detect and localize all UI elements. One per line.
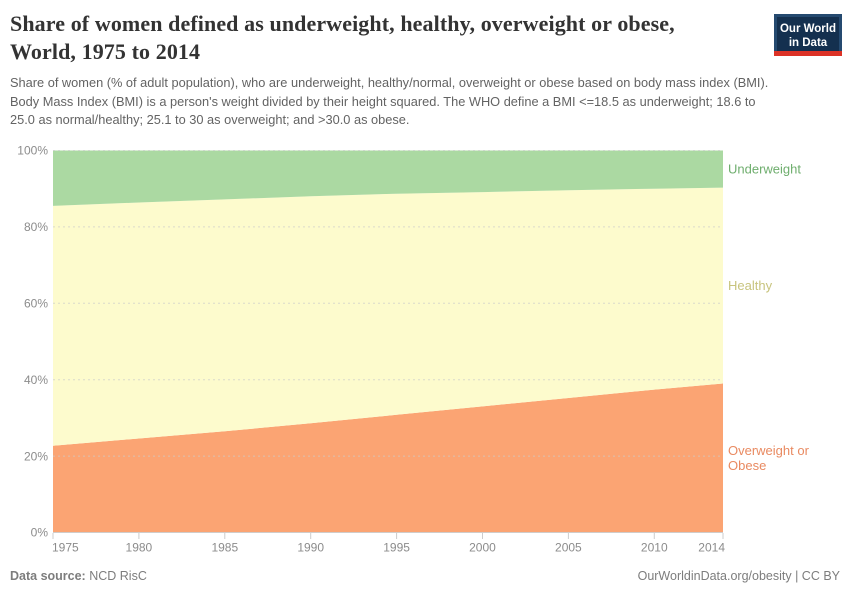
owid-logo-line1: Our World bbox=[779, 23, 836, 35]
y-tick-label-100: 100% bbox=[17, 144, 48, 158]
series-label-underweight: Underweight bbox=[728, 162, 801, 177]
data-source: Data source: NCD RisC bbox=[10, 569, 147, 583]
x-tick-label-2005: 2005 bbox=[555, 541, 582, 555]
chart-footer: Data source: NCD RisC OurWorldinData.org… bbox=[10, 569, 840, 583]
owid-logo-line2: in Data bbox=[788, 37, 828, 50]
x-tick-label-1980: 1980 bbox=[126, 541, 153, 555]
series-label-overweight-or-obese-line1: Overweight or bbox=[728, 443, 810, 458]
x-tick-label-1995: 1995 bbox=[383, 541, 410, 555]
chart-header: Share of women defined as underweight, h… bbox=[10, 10, 770, 130]
area-overweight-or-obese[interactable] bbox=[53, 383, 723, 533]
x-tick-label-1990: 1990 bbox=[297, 541, 324, 555]
x-tick-label-1985: 1985 bbox=[211, 541, 238, 555]
x-tick-label-2000: 2000 bbox=[469, 541, 496, 555]
area-underweight[interactable] bbox=[53, 150, 723, 206]
y-tick-label-0: 0% bbox=[31, 526, 49, 540]
area-healthy[interactable] bbox=[53, 187, 723, 446]
y-tick-label-80: 80% bbox=[24, 220, 48, 234]
series-label-overweight-or-obese-line2: Obese bbox=[728, 458, 766, 473]
data-source-label: Data source: bbox=[10, 569, 86, 583]
page-title: Share of women defined as underweight, h… bbox=[10, 11, 675, 64]
chart-subtitle: Share of women (% of adult population), … bbox=[10, 75, 769, 128]
owid-logo: Our World in Data bbox=[774, 14, 842, 55]
y-tick-label-20: 20% bbox=[24, 449, 48, 463]
data-source-value: NCD RisC bbox=[85, 569, 147, 583]
y-tick-label-60: 60% bbox=[24, 297, 48, 311]
credit-link[interactable]: OurWorldinData.org/obesity | CC BY bbox=[637, 569, 840, 583]
owid-logo-accent-bar bbox=[774, 51, 842, 56]
y-tick-label-40: 40% bbox=[24, 373, 48, 387]
series-label-healthy: Healthy bbox=[728, 278, 773, 293]
x-tick-label-2010: 2010 bbox=[641, 541, 668, 555]
x-tick-label-1975: 1975 bbox=[52, 541, 79, 555]
x-tick-label-2014: 2014 bbox=[698, 541, 725, 555]
